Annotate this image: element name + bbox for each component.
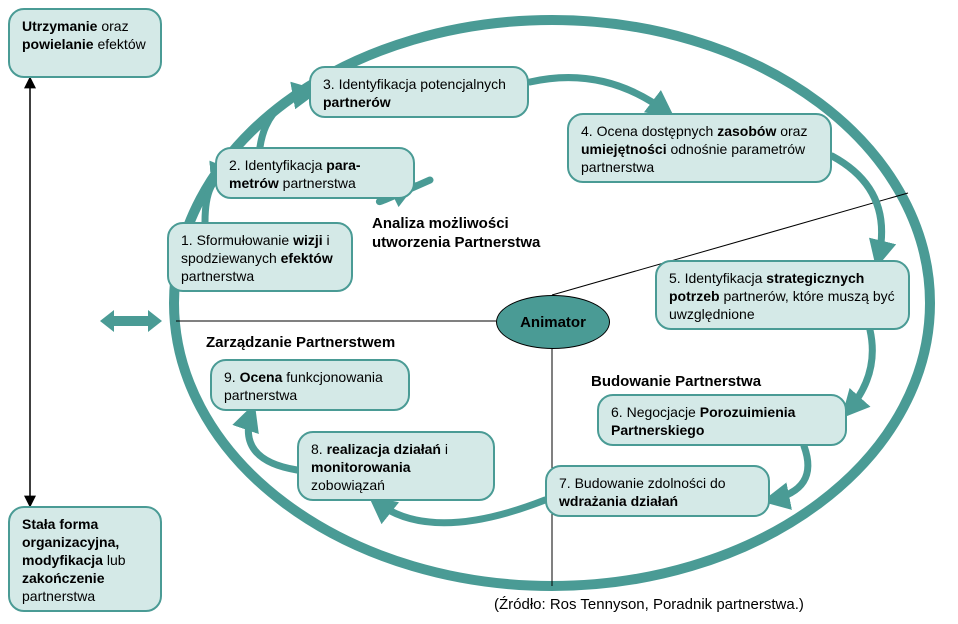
center-label: Animator	[520, 314, 586, 331]
node-s1: Utrzymanie oraz powielanie efektów	[8, 8, 162, 78]
section-title: Zarządzanie Partnerstwem	[206, 334, 436, 353]
node-n6: 6. Negocjacje Porozuimienia Partnerskieg…	[597, 394, 847, 446]
node-n9: 9. Ocena funkcjono­wania partnerstwa	[210, 359, 410, 411]
node-n7: 7. Budowanie zdolności do wdrażania dzia…	[545, 465, 770, 517]
node-s2: Stała forma organizacyjna, modyfikacja l…	[8, 506, 162, 612]
node-n8: 8. realizacja działań i monitorowania zo…	[297, 431, 495, 501]
node-n5: 5. Identyfikacja strategicznych potrzeb …	[655, 260, 910, 330]
node-n1: 1. Sformułowanie wizji i spodziewanych e…	[167, 222, 353, 292]
node-n4: 4. Ocena dostępnych zasobów oraz umiejęt…	[567, 113, 832, 183]
center-animator: Animator	[496, 295, 610, 349]
node-n3: 3. Identyfikacja potencjal­nych partneró…	[309, 66, 529, 118]
section-title: Analiza możliwości utworzenia Partnerstw…	[372, 215, 582, 253]
node-n2: 2. Identyfikacja para­metrów partnerstwa	[215, 147, 415, 199]
section-title: Budowanie Partnerstwa	[591, 373, 801, 392]
diagram-canvas: Animator (Źródło: Ros Tennyson, Poradnik…	[0, 0, 958, 624]
source-citation: (Źródło: Ros Tennyson, Poradnik partners…	[494, 596, 804, 613]
